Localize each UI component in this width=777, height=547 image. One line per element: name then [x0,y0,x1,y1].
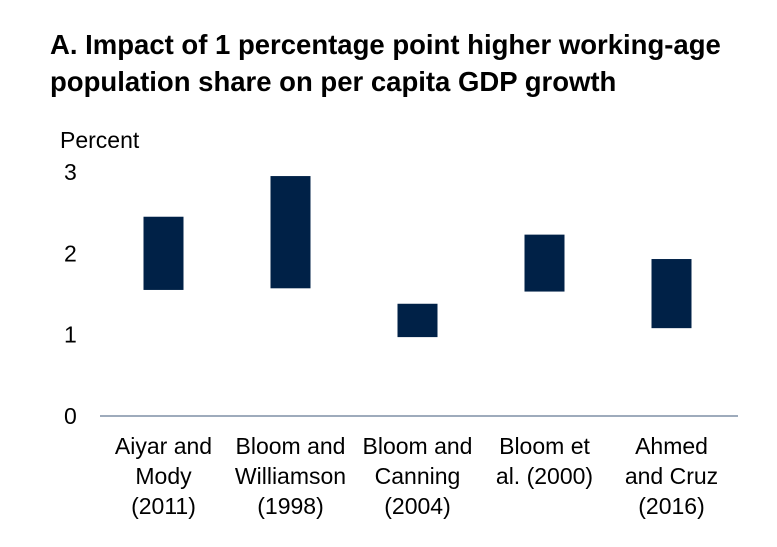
chart-title: A. Impact of 1 percentage point higher w… [50,29,721,97]
range-bar [397,303,438,338]
category-label-line: (2016) [638,493,704,519]
category-label-line: Bloom and [236,433,346,459]
category-label-line: Williamson [235,463,346,489]
category-label: Bloom et al. (2000) [496,433,593,489]
range-bar [143,216,184,290]
category-label-line: Ahmed [635,433,708,459]
range-bars [143,176,692,338]
category-label-line: Canning [375,463,461,489]
y-axis-unit-label: Percent [60,127,140,153]
category-labels: Aiyar and Mody (2011) Bloom and Williamson (1… [115,433,718,519]
category-label: Bloom and Canning (2004) [363,433,473,519]
category-label-line: al. (2000) [496,463,593,489]
category-label-line: (2011) [131,493,196,519]
y-tick-label: 0 [64,403,77,429]
y-axis-ticks: 0 1 2 3 [64,159,77,429]
range-bar [270,176,311,289]
category-label: Aiyar and Mody (2011) [115,433,212,519]
category-label-line: Bloom and [363,433,473,459]
y-tick-label: 3 [64,159,77,185]
category-label-line: Bloom et [499,433,590,459]
range-bar [651,259,692,329]
category-label-line: Aiyar and [115,433,212,459]
category-label-line: (1998) [257,493,323,519]
category-label-line: (2004) [384,493,450,519]
range-bar [524,234,565,292]
category-label-line: and Cruz [625,463,718,489]
category-label: Ahmed and Cruz (2016) [625,433,718,519]
category-label: Bloom and Williamson (1998) [235,433,346,519]
y-tick-label: 1 [64,322,77,348]
category-label-line: Mody [135,463,192,489]
y-tick-label: 2 [64,240,77,266]
